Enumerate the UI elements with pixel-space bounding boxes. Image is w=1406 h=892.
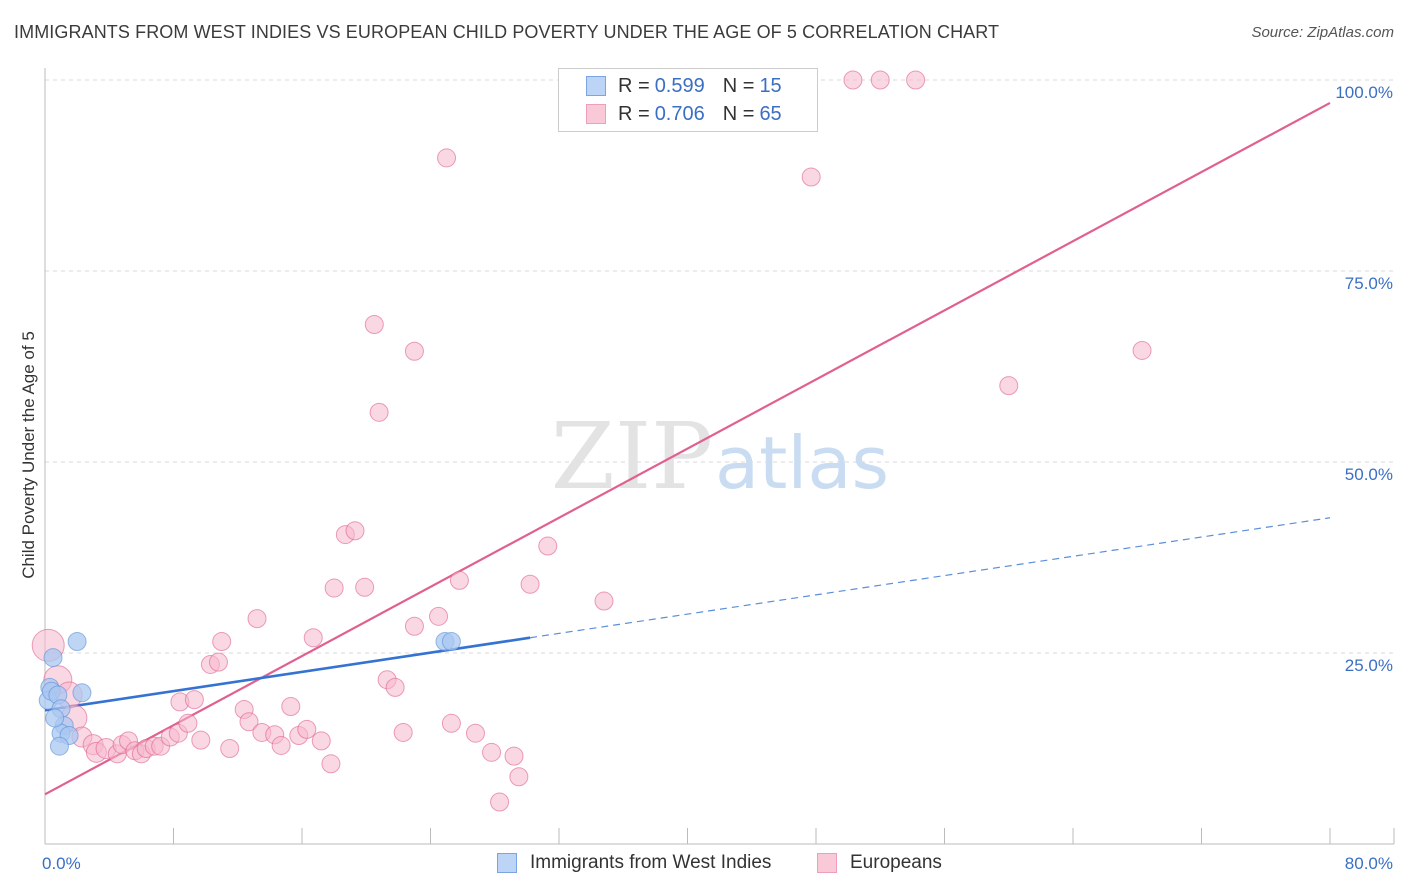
series-points-europeans: [31, 70, 1152, 812]
west-indies-point: [43, 648, 63, 668]
data-points: [31, 70, 1152, 812]
europeans-point: [178, 713, 198, 733]
watermark-zip: ZIP: [551, 403, 713, 510]
europeans-point: [999, 376, 1019, 396]
correlation-legend: R = 0.599 N = 15 R = 0.706 N = 65: [558, 68, 818, 132]
legend-r-value: 0.706: [654, 102, 705, 125]
legend-r-label: R =: [618, 102, 650, 125]
y-tick-label: 100.0%: [1335, 83, 1393, 102]
europeans-point: [538, 536, 558, 556]
europeans-point: [520, 574, 540, 594]
europeans-point: [490, 792, 510, 812]
europeans-point: [437, 148, 457, 168]
europeans-point: [906, 70, 926, 90]
west-indies-point: [49, 736, 69, 756]
y-axis-label: Child Poverty Under the Age of 5: [19, 331, 38, 579]
europeans-point: [303, 628, 323, 648]
europeans-point: [843, 70, 863, 90]
west-indies-point: [441, 632, 461, 652]
x-tick-label-max: 80.0%: [1345, 854, 1393, 873]
europeans-point: [220, 739, 240, 758]
legend-label-west-indies: Immigrants from West Indies: [530, 852, 772, 873]
legend-swatch-europeans: [586, 104, 606, 124]
europeans-point: [509, 767, 529, 787]
x-tick-label-min: 0.0%: [42, 854, 81, 873]
gridlines: [45, 79, 1395, 654]
europeans-point: [449, 570, 469, 590]
y-tick-label: 75.0%: [1345, 274, 1393, 293]
legend-item-west-indies[interactable]: Immigrants from West Indies: [497, 852, 771, 874]
europeans-point: [212, 632, 232, 652]
europeans-point: [1132, 340, 1152, 360]
europeans-point: [385, 677, 405, 697]
europeans-point: [281, 696, 301, 716]
legend-n-value: 65: [759, 102, 782, 125]
axes: [44, 68, 1395, 845]
watermark: ZIP atlas: [551, 403, 889, 510]
trend-lines: [44, 101, 1331, 796]
europeans-point: [271, 735, 291, 755]
legend-swatch-europeans: [817, 853, 837, 873]
europeans-point: [311, 731, 331, 751]
europeans-point: [345, 521, 365, 541]
europeans-point: [594, 591, 614, 611]
europeans-point: [504, 746, 524, 766]
legend-n-value: 15: [759, 74, 782, 97]
europeans-trend-line: [44, 101, 1331, 796]
west-indies-point: [67, 632, 87, 652]
west-indies-point: [45, 708, 65, 728]
west-indies-point: [72, 683, 92, 703]
legend-label-europeans: Europeans: [850, 852, 942, 873]
legend-row-west-indies: R = 0.599 N = 15: [559, 73, 782, 99]
europeans-point: [364, 314, 384, 334]
europeans-point: [355, 577, 375, 597]
europeans-point: [247, 609, 267, 629]
europeans-point: [239, 712, 259, 732]
west-indies-trend-extension: [529, 517, 1331, 639]
europeans-point: [801, 167, 821, 187]
legend-swatch-west-indies: [586, 76, 606, 96]
europeans-point: [429, 606, 449, 626]
europeans-point: [191, 730, 211, 750]
europeans-point: [393, 722, 413, 742]
legend-n-label: N =: [722, 102, 755, 125]
europeans-point: [369, 402, 389, 422]
series-legend: Immigrants from West Indies Europeans: [0, 852, 1406, 878]
legend-r-value: 0.599: [654, 74, 705, 97]
europeans-point: [184, 690, 204, 710]
europeans-point: [324, 578, 344, 598]
chart-source: Source: ZipAtlas.com: [1251, 24, 1394, 41]
europeans-point: [465, 723, 485, 743]
europeans-point: [441, 713, 461, 733]
legend-n-label: N =: [722, 74, 755, 97]
series-points-west-indies: [38, 632, 461, 756]
chart-title: IMMIGRANTS FROM WEST INDIES VS EUROPEAN …: [14, 22, 1000, 42]
europeans-point: [208, 652, 228, 672]
legend-r-label: R =: [618, 74, 650, 97]
legend-item-europeans[interactable]: Europeans: [817, 852, 942, 874]
europeans-point: [870, 70, 890, 90]
europeans-point: [321, 754, 341, 774]
europeans-point: [482, 742, 502, 762]
watermark-atlas: atlas: [715, 421, 889, 505]
tick-labels: 25.0% 50.0% 75.0% 100.0% 0.0% 80.0%: [42, 83, 1393, 873]
y-tick-label: 50.0%: [1345, 465, 1393, 484]
legend-row-europeans: R = 0.706 N = 65: [559, 101, 782, 127]
legend-swatch-west-indies: [497, 853, 517, 873]
y-tick-label: 25.0%: [1345, 656, 1393, 675]
europeans-point: [404, 341, 424, 361]
europeans-point: [297, 719, 317, 739]
europeans-point: [404, 616, 424, 636]
